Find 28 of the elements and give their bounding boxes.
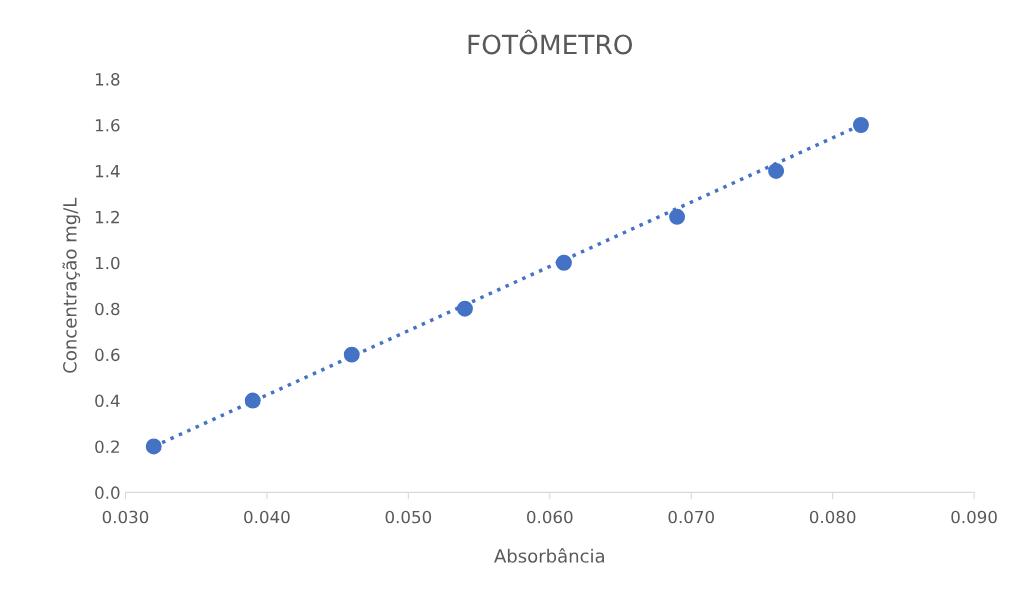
x-tick-label: 0.040 (244, 510, 290, 524)
chart-title: FOTÔMETRO (468, 29, 633, 55)
x-tick-label: 0.080 (809, 510, 856, 524)
y-axis-title: Concentração mg/L (62, 197, 81, 373)
y-tick-label: 1.4 (95, 165, 120, 178)
x-tick-label: 0.060 (527, 510, 573, 524)
y-tick-label: 0.4 (95, 394, 120, 408)
y-tick-label: 0.6 (95, 348, 120, 362)
x-tick-label: 0.070 (668, 510, 714, 524)
point (244, 392, 261, 409)
y-tick-label: 0.8 (95, 302, 120, 316)
x-tick-label: 0.030 (102, 510, 149, 524)
x-axis-title: Absorbância (494, 548, 604, 563)
point (768, 162, 785, 179)
point (852, 117, 869, 133)
x-tick-label: 0.090 (951, 510, 997, 524)
y-tick-label: 1.0 (95, 256, 120, 270)
y-tick-label: 1.2 (95, 210, 119, 224)
point (145, 438, 162, 455)
y-tick-label: 1.6 (95, 118, 120, 132)
point (669, 208, 686, 225)
y-tick-label: 0.2 (95, 440, 119, 454)
point (555, 254, 572, 271)
x-tick-label: 0.050 (385, 510, 432, 524)
point (343, 346, 360, 363)
y-tick-label: 1.8 (95, 73, 120, 86)
y-tick-label: 0.0 (95, 486, 120, 499)
point (456, 300, 473, 317)
